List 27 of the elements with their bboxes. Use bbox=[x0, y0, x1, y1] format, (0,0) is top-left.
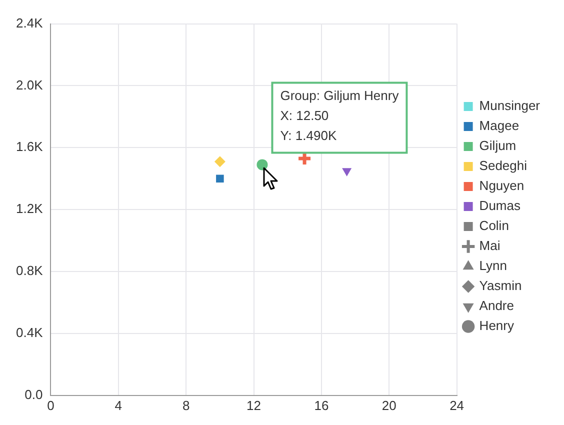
legend-label: Mai bbox=[479, 238, 500, 254]
legend-label: Sedeghi bbox=[479, 158, 528, 174]
legend-label: Munsinger bbox=[479, 98, 541, 114]
x-tick-label: 24 bbox=[450, 398, 464, 413]
x-tick-label: 0 bbox=[47, 398, 54, 413]
y-tick-label: 1.6K bbox=[16, 139, 44, 154]
legend-label: Henry bbox=[479, 318, 514, 334]
legend-label: Nguyen bbox=[479, 178, 524, 194]
x-tick-label: 4 bbox=[114, 398, 122, 413]
legend-label: Andre bbox=[479, 298, 514, 314]
legend-label: Dumas bbox=[479, 198, 521, 214]
y-tick-label: 2.4K bbox=[16, 15, 44, 30]
x-tick-label: 20 bbox=[382, 398, 396, 413]
x-tick-label: 16 bbox=[314, 398, 329, 413]
x-tick-label: 12 bbox=[246, 398, 262, 413]
annotation: Group: Giljum Henry X: 12.50 Y: 1.490K bbox=[280, 88, 400, 143]
legend-label: Lynn bbox=[479, 258, 508, 274]
legend-label: Giljum bbox=[479, 138, 516, 154]
y-tick-label: 0.8K bbox=[16, 263, 44, 278]
legend-label: Colin bbox=[479, 218, 509, 234]
legend-label: Magee bbox=[479, 118, 520, 134]
y-tick-label: 0.0 bbox=[24, 386, 43, 402]
y-tick-label: 0.4K bbox=[16, 325, 44, 340]
legend-label: Yasmin bbox=[479, 278, 522, 294]
y-tick-label: 1.2K bbox=[16, 201, 44, 216]
y-tick-label: 2.0K bbox=[16, 77, 44, 92]
x-tick-label: 8 bbox=[182, 398, 190, 413]
